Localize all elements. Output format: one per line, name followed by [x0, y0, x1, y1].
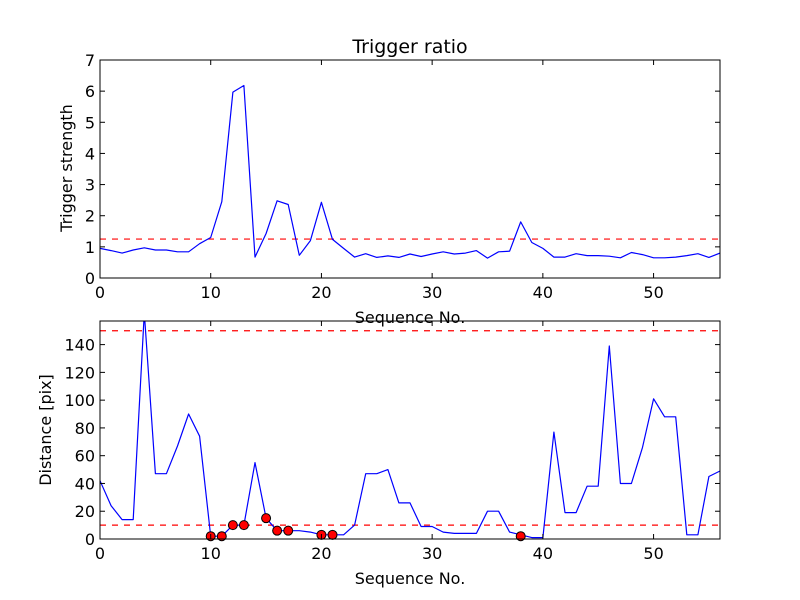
y-tick-label: 5 [85, 113, 95, 132]
data-point [283, 525, 294, 536]
data-point [327, 529, 338, 540]
plot-area [100, 84, 720, 259]
trigger-ratio-chart: Trigger ratio Sequence No. Trigger stren… [57, 36, 721, 327]
series-line [100, 84, 720, 259]
x-tick-label: 10 [201, 544, 221, 563]
x-tick-label: 20 [311, 283, 331, 302]
data-point [272, 525, 283, 536]
y-tick-label: 20 [75, 502, 95, 521]
y-tick-label: 40 [75, 474, 95, 493]
x-tick-label: 30 [422, 283, 442, 302]
y-axis-label: Trigger strength [57, 104, 76, 233]
data-point [216, 531, 227, 542]
x-tick-label: 50 [643, 544, 663, 563]
x-tick-label: 40 [533, 544, 553, 563]
x-tick-label: 0 [95, 283, 105, 302]
y-tick-label: 0 [85, 269, 95, 288]
data-point [227, 520, 238, 531]
x-tick-label: 40 [533, 283, 553, 302]
x-axis-label: Sequence No. [355, 569, 466, 588]
data-point [238, 520, 249, 531]
data-point [261, 513, 272, 524]
y-tick-label: 6 [85, 82, 95, 101]
x-tick-label: 50 [643, 283, 663, 302]
y-tick-label: 80 [75, 419, 95, 438]
y-tick-label: 0 [85, 530, 95, 549]
x-tick-label: 10 [201, 283, 221, 302]
y-tick-label: 140 [64, 336, 95, 355]
y-tick-label: 1 [85, 238, 95, 257]
x-tick-label: 0 [95, 544, 105, 563]
y-axis-label: Distance [pix] [36, 374, 55, 486]
y-tick-label: 2 [85, 207, 95, 226]
y-tick-label: 100 [64, 391, 95, 410]
x-tick-label: 20 [311, 544, 331, 563]
y-tick-label: 120 [64, 363, 95, 382]
plot-frame [99, 320, 721, 540]
y-tick-label: 7 [85, 51, 95, 70]
x-axis-label: Sequence No. [355, 308, 466, 327]
plot-area [100, 321, 720, 539]
x-tick-label: 30 [422, 544, 442, 563]
data-point [515, 531, 526, 542]
y-tick-label: 3 [85, 176, 95, 195]
y-tick-label: 60 [75, 447, 95, 466]
series-line [100, 321, 720, 539]
plot-frame [99, 59, 721, 279]
distance-chart: Sequence No. Distance [pix] 0 10 20 30 40 50 0… [36, 320, 721, 588]
y-tick-label: 4 [85, 144, 95, 163]
chart-title: Trigger ratio [351, 36, 467, 58]
